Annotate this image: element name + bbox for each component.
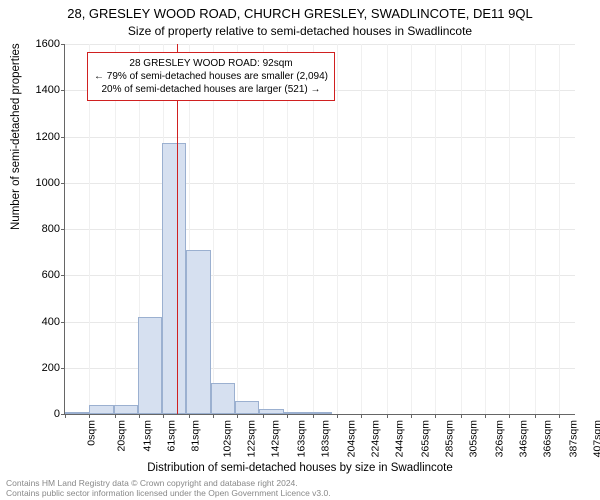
ytick-label: 400: [24, 316, 60, 328]
annotation-line: 28 GRESLEY WOOD ROAD: 92sqm: [94, 57, 328, 70]
xtick-label: 407sqm: [592, 420, 600, 457]
vgridline: [361, 44, 362, 414]
xtick-label: 183sqm: [320, 420, 332, 457]
xtick-label: 387sqm: [567, 420, 579, 457]
xtick-label: 326sqm: [493, 420, 505, 457]
xtick-mark: [485, 414, 486, 418]
ytick-label: 800: [24, 223, 60, 235]
xtick-label: 224sqm: [369, 420, 381, 457]
ytick-label: 1200: [24, 131, 60, 143]
histogram-bar: [65, 412, 89, 414]
gridline: [65, 183, 575, 184]
xtick-label: 346sqm: [518, 420, 530, 457]
xtick-mark: [115, 414, 116, 418]
histogram-bar: [162, 143, 186, 414]
xtick-label: 366sqm: [542, 420, 554, 457]
xtick-mark: [509, 414, 510, 418]
ytick-mark: [61, 229, 65, 230]
chart-title: 28, GRESLEY WOOD ROAD, CHURCH GRESLEY, S…: [0, 6, 600, 21]
annotation-box: 28 GRESLEY WOOD ROAD: 92sqm← 79% of semi…: [87, 52, 335, 101]
xtick-label: 61sqm: [166, 420, 178, 452]
xtick-label: 81sqm: [190, 420, 202, 452]
ytick-mark: [61, 137, 65, 138]
xtick-label: 305sqm: [468, 420, 480, 457]
xtick-mark: [65, 414, 66, 418]
plot-area: 28 GRESLEY WOOD ROAD: 92sqm← 79% of semi…: [64, 44, 575, 415]
vgridline: [435, 44, 436, 414]
xtick-mark: [387, 414, 388, 418]
gridline: [65, 44, 575, 45]
vgridline: [337, 44, 338, 414]
vgridline: [509, 44, 510, 414]
xtick-mark: [361, 414, 362, 418]
histogram-bar: [186, 250, 210, 414]
xtick-label: 285sqm: [443, 420, 455, 457]
ytick-label: 600: [24, 269, 60, 281]
xtick-label: 41sqm: [141, 420, 153, 452]
gridline: [65, 275, 575, 276]
xtick-mark: [89, 414, 90, 418]
xtick-mark: [189, 414, 190, 418]
xtick-mark: [411, 414, 412, 418]
ytick-mark: [61, 90, 65, 91]
xtick-label: 122sqm: [246, 420, 258, 457]
xtick-mark: [163, 414, 164, 418]
xtick-mark: [263, 414, 264, 418]
histogram-bar: [308, 412, 332, 414]
vgridline: [559, 44, 560, 414]
ytick-label: 0: [24, 408, 60, 420]
xtick-label: 244sqm: [394, 420, 406, 457]
ytick-label: 1000: [24, 177, 60, 189]
xtick-mark: [313, 414, 314, 418]
chart-subtitle: Size of property relative to semi-detach…: [0, 24, 600, 38]
gridline: [65, 137, 575, 138]
histogram-bar: [114, 405, 138, 414]
ytick-label: 200: [24, 362, 60, 374]
xtick-mark: [559, 414, 560, 418]
histogram-bar: [89, 405, 113, 414]
footer-attribution: Contains HM Land Registry data © Crown c…: [6, 479, 331, 498]
ytick-mark: [61, 368, 65, 369]
xtick-label: 102sqm: [221, 420, 233, 457]
xtick-mark: [139, 414, 140, 418]
ytick-mark: [61, 183, 65, 184]
ytick-mark: [61, 44, 65, 45]
xtick-label: 265sqm: [419, 420, 431, 457]
histogram-bar: [235, 401, 259, 414]
annotation-line: ← 79% of semi-detached houses are smalle…: [94, 70, 328, 83]
xtick-label: 204sqm: [345, 420, 357, 457]
xtick-mark: [287, 414, 288, 418]
xtick-label: 163sqm: [295, 420, 307, 457]
annotation-line: 20% of semi-detached houses are larger (…: [94, 83, 328, 96]
xtick-mark: [535, 414, 536, 418]
vgridline: [535, 44, 536, 414]
footer-line2: Contains public sector information licen…: [6, 489, 331, 498]
histogram-bar: [138, 317, 162, 414]
vgridline: [411, 44, 412, 414]
vgridline: [485, 44, 486, 414]
xtick-mark: [213, 414, 214, 418]
gridline: [65, 229, 575, 230]
ytick-mark: [61, 322, 65, 323]
xtick-mark: [461, 414, 462, 418]
xtick-mark: [237, 414, 238, 418]
xtick-label: 142sqm: [270, 420, 282, 457]
y-axis-label: Number of semi-detached properties: [10, 43, 22, 230]
histogram-bar: [211, 383, 235, 414]
vgridline: [387, 44, 388, 414]
xtick-label: 0sqm: [86, 420, 98, 446]
ytick-label: 1600: [24, 38, 60, 50]
xtick-mark: [435, 414, 436, 418]
ytick-mark: [61, 275, 65, 276]
vgridline: [461, 44, 462, 414]
xtick-label: 20sqm: [116, 420, 128, 452]
ytick-label: 1400: [24, 84, 60, 96]
x-axis-label: Distribution of semi-detached houses by …: [0, 462, 600, 474]
xtick-mark: [337, 414, 338, 418]
